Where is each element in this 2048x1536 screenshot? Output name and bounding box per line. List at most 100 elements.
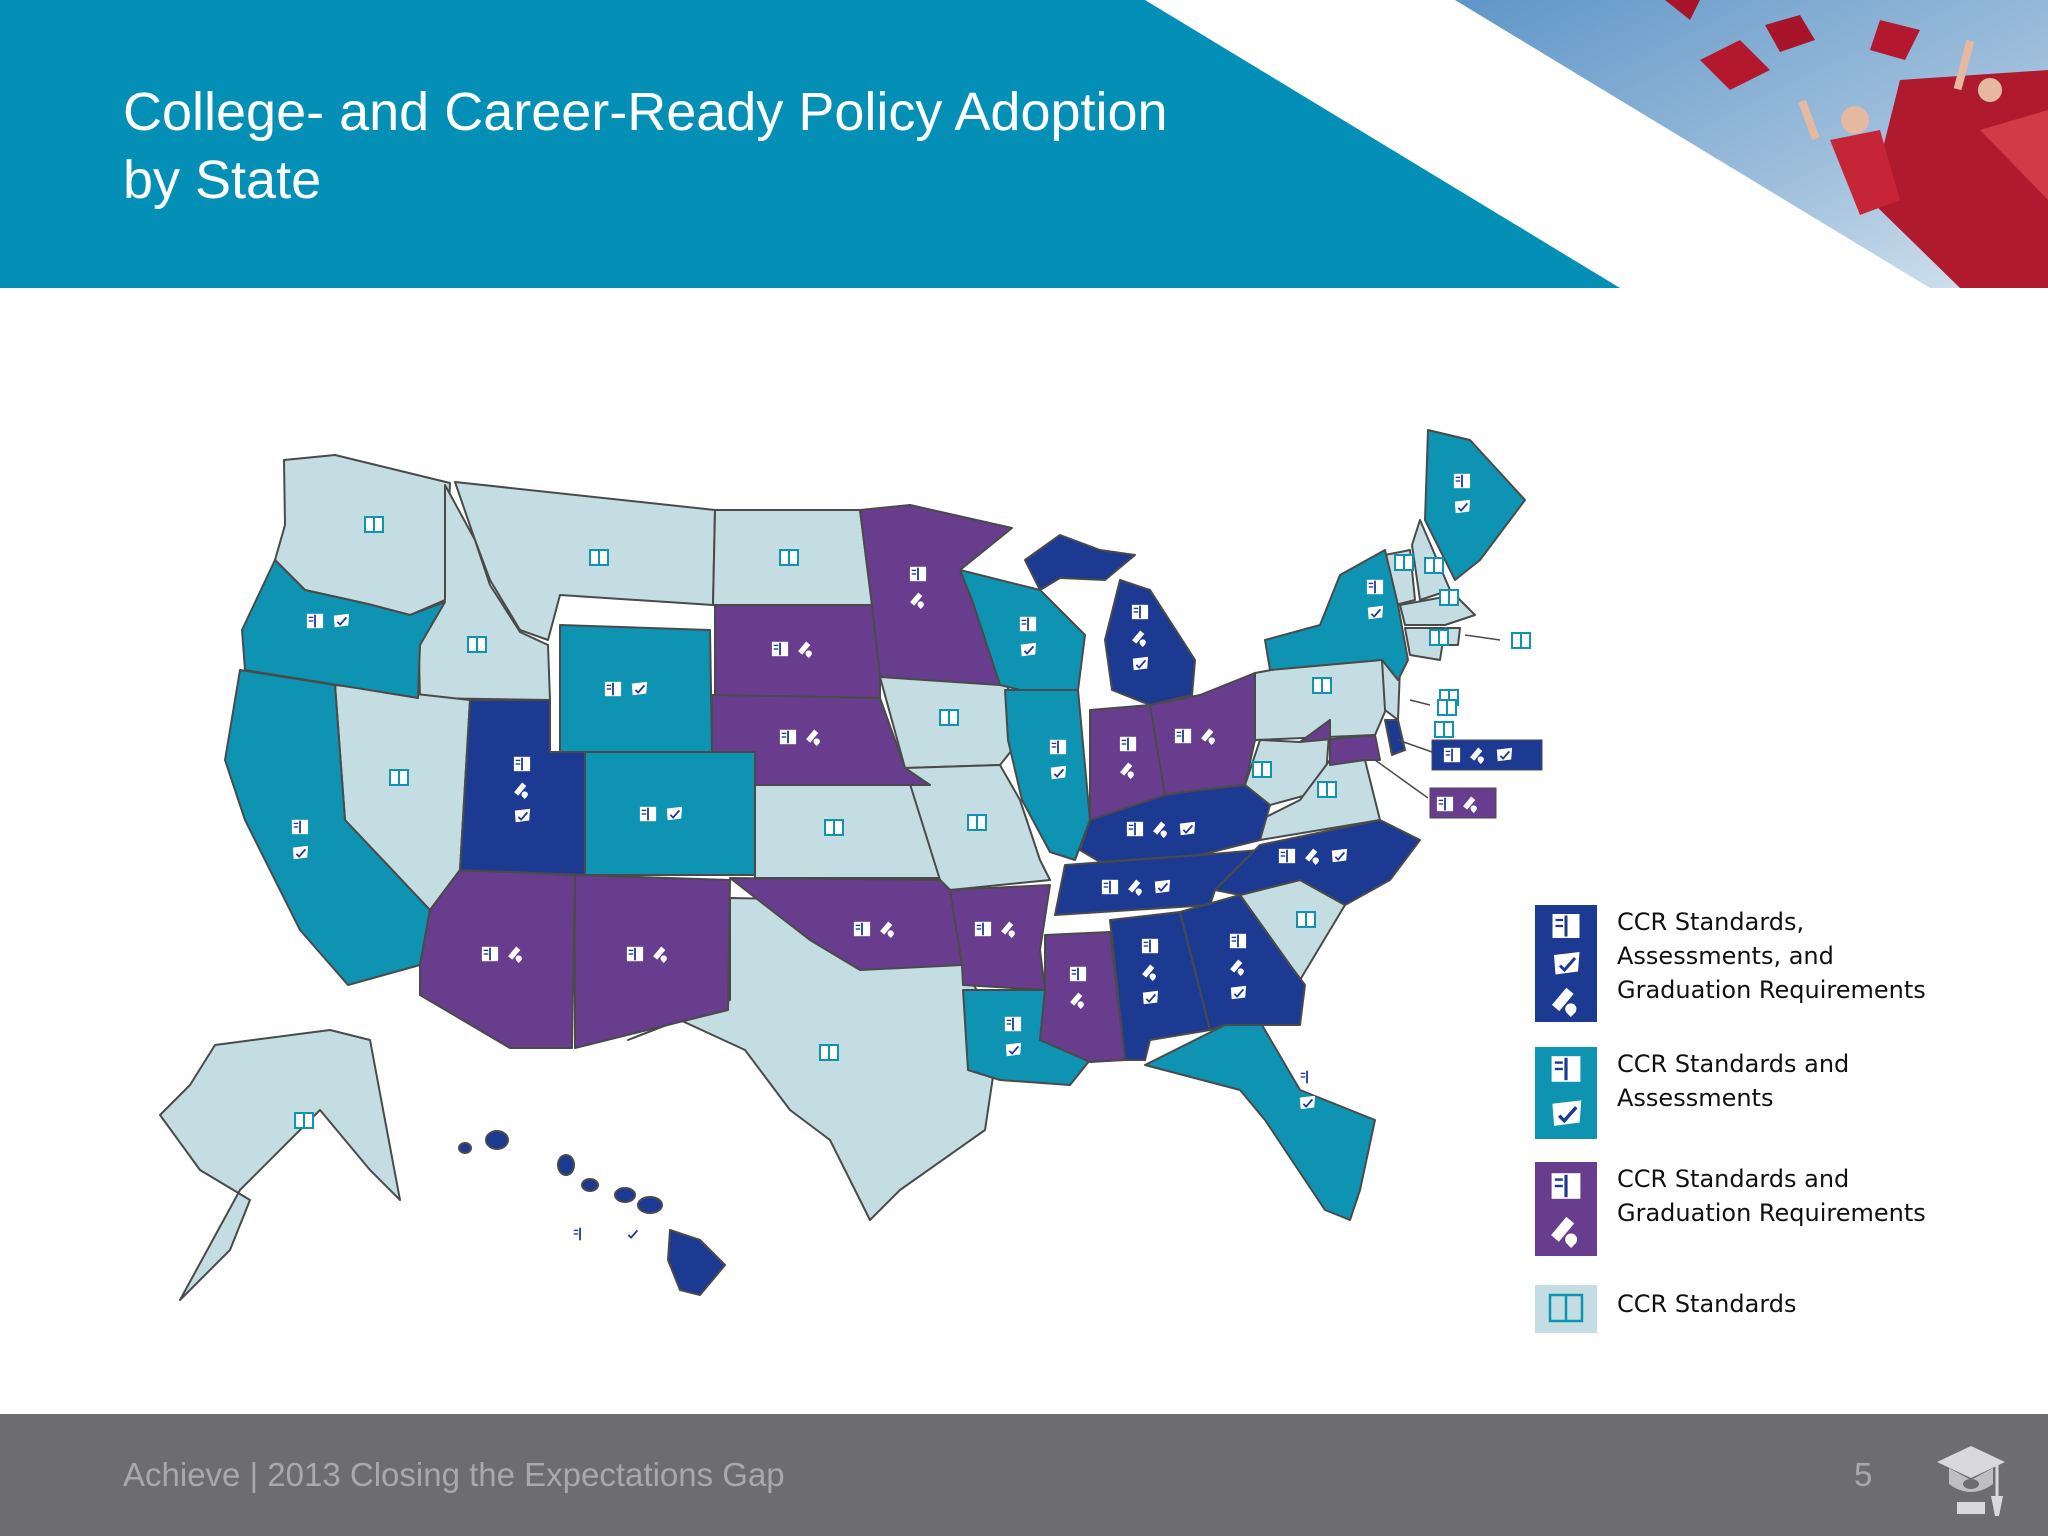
legend-line: CCR Standards and xyxy=(1617,1165,1850,1193)
book-icon xyxy=(852,920,872,938)
book-icon xyxy=(1317,781,1337,798)
state-alaska xyxy=(159,1029,401,1301)
book-icon xyxy=(1130,603,1150,621)
monitor-check-icon xyxy=(1153,878,1172,895)
monitor-check-icon xyxy=(1495,746,1514,763)
monitor-check-icon xyxy=(1141,989,1160,1006)
monitor-check-icon xyxy=(513,807,532,824)
monitor-check-icon xyxy=(1229,984,1248,1001)
state-south-dakota xyxy=(714,604,881,699)
book-icon xyxy=(1442,746,1462,764)
book-icon xyxy=(1140,937,1160,955)
state-illinois xyxy=(1004,689,1091,861)
state-delaware xyxy=(1384,719,1406,756)
book-icon xyxy=(1437,699,1457,716)
monitor-check-icon xyxy=(1330,847,1349,864)
state-arkansas xyxy=(949,884,1051,991)
book-icon xyxy=(1365,578,1385,596)
book-icon xyxy=(480,945,500,963)
monitor-check-icon xyxy=(1131,655,1150,672)
legend-label-standards-assessments: CCR Standards and Assessments xyxy=(1617,1047,2017,1115)
legend-line: Graduation Requirements xyxy=(1617,976,1926,1004)
footer: Achieve | 2013 Closing the Expectations … xyxy=(0,1414,2048,1536)
book-icon xyxy=(290,818,310,836)
book-icon xyxy=(1435,795,1455,813)
book-icon xyxy=(625,945,645,963)
book-icon xyxy=(1439,589,1459,606)
monitor-check-icon xyxy=(1366,604,1385,621)
book-icon xyxy=(779,549,799,566)
book-icon xyxy=(1429,629,1449,646)
book-icon xyxy=(1277,847,1297,865)
book-icon xyxy=(638,805,658,823)
book-icon xyxy=(570,1225,590,1243)
legend-swatch-all-three xyxy=(1535,905,1597,1022)
state-kentucky xyxy=(1079,784,1271,863)
state-new-mexico xyxy=(574,874,731,1049)
graduation-cap-logo-icon xyxy=(1937,1446,2005,1516)
book-icon xyxy=(973,920,993,938)
book-icon xyxy=(778,728,798,746)
state-icons xyxy=(290,472,1531,1243)
book-icon xyxy=(389,769,409,786)
monitor-check-icon xyxy=(1019,641,1038,658)
legend-swatch-standards-only xyxy=(1535,1285,1597,1333)
book-icon xyxy=(1068,965,1088,983)
monitor-check-icon xyxy=(1178,820,1197,837)
diploma-icon xyxy=(598,1226,612,1243)
book-icon xyxy=(1003,1015,1023,1033)
state-california xyxy=(224,669,431,986)
page-number: 5 xyxy=(1854,1456,1873,1493)
book-icon xyxy=(1312,677,1332,694)
legend-swatch-standards-graduation xyxy=(1535,1162,1597,1256)
title-line-2: by State xyxy=(123,150,322,210)
state-maine xyxy=(1424,429,1526,581)
book-icon xyxy=(1100,878,1120,896)
monitor-check-icon xyxy=(291,844,310,861)
legend-line: Assessments xyxy=(1617,1084,1774,1112)
book-icon xyxy=(603,680,623,698)
legend-line: Assessments, and xyxy=(1617,942,1834,970)
page-title: College- and Career-Ready Policy Adoptio… xyxy=(123,78,1323,214)
monitor-check-icon xyxy=(1004,1041,1023,1058)
book-icon xyxy=(824,819,844,836)
book-icon xyxy=(1173,727,1193,745)
legend-label-all-three: CCR Standards, Assessments, and Graduati… xyxy=(1617,905,2017,1007)
state-florida xyxy=(1144,1024,1376,1221)
footer-text: Achieve | 2013 Closing the Expectations … xyxy=(123,1456,785,1493)
legend-line: CCR Standards and xyxy=(1617,1050,1850,1078)
book-icon xyxy=(908,565,928,583)
book-icon xyxy=(967,814,987,831)
book-icon xyxy=(1048,738,1068,756)
legend-label-standards-only: CCR Standards xyxy=(1617,1287,2017,1321)
monitor-check-icon xyxy=(1049,764,1068,781)
state-mississippi xyxy=(1039,931,1126,1063)
book-icon xyxy=(305,612,325,630)
state-hawaii xyxy=(458,1130,726,1296)
monitor-check-icon xyxy=(1298,1094,1317,1111)
book-icon xyxy=(364,516,384,533)
legend-line: CCR Standards xyxy=(1617,1290,1797,1318)
book-icon xyxy=(512,755,532,773)
monitor-check-icon xyxy=(665,805,684,822)
legend-swatch-standards-assessments xyxy=(1535,1047,1597,1139)
book-icon xyxy=(1297,1068,1317,1086)
state-new-york xyxy=(1264,549,1409,681)
book-icon xyxy=(1118,735,1138,753)
book-icon xyxy=(1394,554,1414,571)
book-icon xyxy=(1511,632,1531,649)
state-maryland xyxy=(1299,719,1381,766)
book-icon xyxy=(294,1112,314,1129)
book-icon xyxy=(467,636,487,653)
book-icon xyxy=(1434,721,1454,738)
monitor-check-icon xyxy=(332,612,351,629)
book-icon xyxy=(1452,472,1472,490)
legend-label-standards-graduation: CCR Standards and Graduation Requirement… xyxy=(1617,1162,2017,1230)
header-band xyxy=(0,0,2048,288)
book-icon xyxy=(1125,820,1145,838)
book-icon xyxy=(939,709,959,726)
state-oregon xyxy=(241,559,446,699)
state-michigan-lower xyxy=(1104,579,1196,706)
book-icon xyxy=(589,549,609,566)
